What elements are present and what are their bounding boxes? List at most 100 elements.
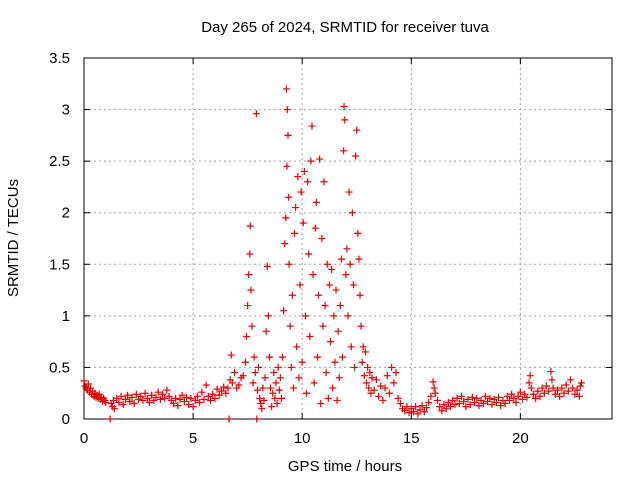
data-point — [392, 369, 400, 377]
data-point — [375, 392, 383, 400]
data-point — [523, 393, 531, 401]
data-point — [319, 322, 327, 330]
y-tick-label: 1 — [62, 308, 70, 325]
data-point — [139, 396, 147, 404]
data-point — [336, 302, 344, 310]
y-tick-label: 0 — [62, 411, 70, 428]
data-point — [172, 394, 180, 402]
data-point — [304, 178, 312, 186]
data-point — [342, 271, 350, 279]
data-point — [451, 401, 459, 409]
y-tick-label: 3 — [62, 102, 70, 119]
data-point — [145, 398, 153, 406]
data-point — [427, 392, 435, 400]
data-point — [296, 281, 304, 289]
data-point — [447, 403, 455, 411]
data-point — [124, 391, 132, 399]
data-point — [198, 388, 206, 396]
data-point — [268, 403, 276, 411]
data-point — [281, 240, 289, 248]
data-point — [534, 387, 542, 395]
data-point — [545, 387, 553, 395]
axis-ticks — [83, 57, 612, 420]
data-point — [315, 291, 323, 299]
data-point — [495, 393, 503, 401]
data-point — [241, 358, 249, 366]
data-point — [252, 110, 260, 118]
data-point — [260, 396, 268, 404]
data-point — [516, 388, 524, 396]
data-point — [128, 393, 136, 401]
data-point — [340, 147, 348, 155]
data-point — [543, 382, 551, 390]
x-axis-label: GPS time / hours — [288, 458, 402, 475]
data-point — [267, 384, 275, 392]
data-point — [246, 222, 254, 230]
data-point — [527, 384, 535, 392]
data-point — [258, 405, 266, 413]
data-point — [548, 376, 556, 384]
data-point — [540, 389, 548, 397]
data-point — [462, 403, 470, 411]
data-point — [444, 398, 452, 406]
data-point — [324, 394, 332, 402]
x-tick-label: 5 — [189, 430, 197, 447]
data-point — [247, 286, 255, 294]
data-point — [335, 374, 343, 382]
data-point — [379, 396, 387, 404]
data-point — [508, 390, 516, 398]
data-point — [196, 398, 204, 406]
data-point — [294, 173, 302, 181]
data-point — [293, 343, 301, 351]
data-point — [141, 389, 149, 397]
data-point — [514, 392, 522, 400]
data-point — [377, 382, 385, 390]
data-point — [113, 394, 121, 402]
data-point — [558, 384, 566, 392]
data-point — [577, 379, 585, 387]
data-point — [553, 386, 561, 394]
data-point — [401, 407, 409, 415]
data-point — [420, 408, 428, 416]
data-point — [275, 386, 283, 394]
data-point — [250, 353, 258, 361]
data-point — [282, 214, 290, 222]
data-point — [312, 198, 320, 206]
data-point — [137, 392, 145, 400]
data-point — [331, 358, 339, 366]
data-point — [370, 386, 378, 394]
data-point — [253, 386, 261, 394]
data-point — [273, 400, 281, 408]
data-point — [262, 327, 270, 335]
data-point — [280, 307, 288, 315]
data-point — [519, 395, 527, 403]
data-point — [320, 178, 328, 186]
data-point — [174, 402, 182, 410]
data-point — [291, 229, 299, 237]
data-point — [327, 338, 335, 346]
data-point — [305, 250, 313, 258]
data-point — [213, 385, 221, 393]
data-point — [512, 398, 520, 406]
data-point — [455, 400, 463, 408]
data-point — [562, 381, 570, 389]
data-point — [161, 394, 169, 402]
data-point — [249, 379, 257, 387]
data-point — [317, 400, 325, 408]
x-tick-label: 15 — [403, 430, 420, 447]
data-point — [272, 379, 280, 387]
data-point — [333, 396, 341, 404]
data-point — [551, 390, 559, 398]
data-point — [430, 384, 438, 392]
y-tick-label: 1.5 — [49, 256, 70, 273]
data-point — [165, 392, 173, 400]
data-point — [185, 401, 193, 409]
data-point — [282, 85, 290, 93]
data-point — [345, 188, 353, 196]
data-point — [316, 155, 324, 163]
data-point — [222, 389, 230, 397]
data-point — [332, 286, 340, 294]
data-point — [564, 387, 572, 395]
plot-frame — [83, 57, 613, 420]
